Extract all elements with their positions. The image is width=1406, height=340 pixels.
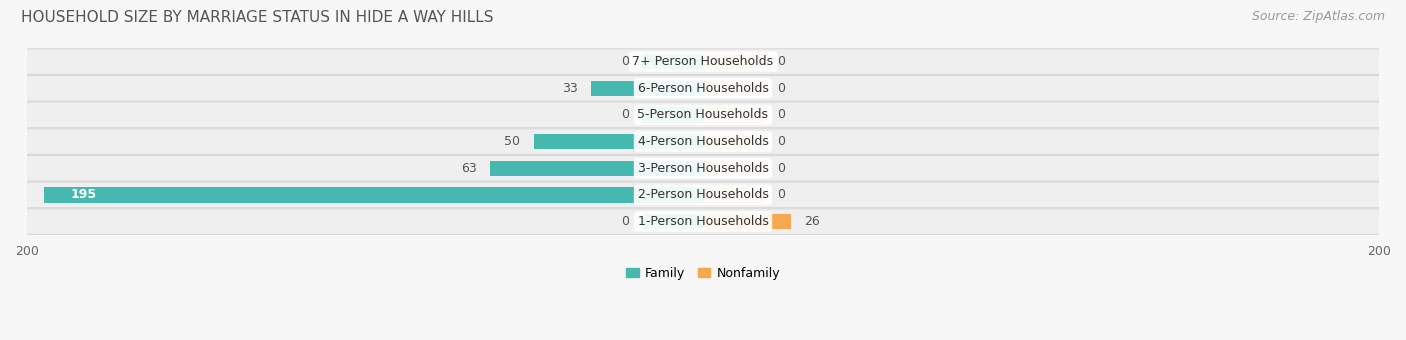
Text: 50: 50 — [505, 135, 520, 148]
Bar — [703, 107, 763, 123]
Bar — [643, 54, 703, 69]
Text: 5-Person Households: 5-Person Households — [637, 108, 769, 121]
Text: 0: 0 — [620, 215, 628, 228]
Bar — [534, 134, 703, 149]
Text: 7+ Person Households: 7+ Person Households — [633, 55, 773, 68]
Text: 0: 0 — [778, 55, 786, 68]
Text: 0: 0 — [778, 162, 786, 175]
FancyBboxPatch shape — [10, 209, 1396, 234]
Bar — [703, 134, 763, 149]
Text: 3-Person Households: 3-Person Households — [637, 162, 769, 175]
Bar — [643, 107, 703, 123]
Text: 0: 0 — [620, 108, 628, 121]
Bar — [44, 187, 703, 203]
Text: 0: 0 — [778, 188, 786, 201]
Bar — [643, 214, 703, 229]
Bar — [703, 81, 763, 96]
Text: 195: 195 — [70, 188, 97, 201]
Legend: Family, Nonfamily: Family, Nonfamily — [621, 262, 785, 285]
FancyBboxPatch shape — [10, 49, 1396, 74]
Text: Source: ZipAtlas.com: Source: ZipAtlas.com — [1251, 10, 1385, 23]
Text: 0: 0 — [620, 55, 628, 68]
Text: 0: 0 — [778, 82, 786, 95]
Text: 4-Person Households: 4-Person Households — [637, 135, 769, 148]
Text: HOUSEHOLD SIZE BY MARRIAGE STATUS IN HIDE A WAY HILLS: HOUSEHOLD SIZE BY MARRIAGE STATUS IN HID… — [21, 10, 494, 25]
Text: 33: 33 — [562, 82, 578, 95]
Text: 26: 26 — [804, 215, 820, 228]
Bar — [592, 81, 703, 96]
FancyBboxPatch shape — [10, 155, 1396, 181]
Text: 2-Person Households: 2-Person Households — [637, 188, 769, 201]
Text: 0: 0 — [778, 135, 786, 148]
FancyBboxPatch shape — [10, 129, 1396, 154]
FancyBboxPatch shape — [10, 182, 1396, 208]
Text: 63: 63 — [461, 162, 477, 175]
Text: 6-Person Households: 6-Person Households — [637, 82, 769, 95]
Bar — [491, 160, 703, 176]
Bar — [703, 214, 792, 229]
Bar — [703, 54, 763, 69]
Text: 1-Person Households: 1-Person Households — [637, 215, 769, 228]
FancyBboxPatch shape — [10, 75, 1396, 101]
Bar — [703, 160, 763, 176]
Bar — [703, 187, 763, 203]
FancyBboxPatch shape — [10, 102, 1396, 128]
Text: 0: 0 — [778, 108, 786, 121]
